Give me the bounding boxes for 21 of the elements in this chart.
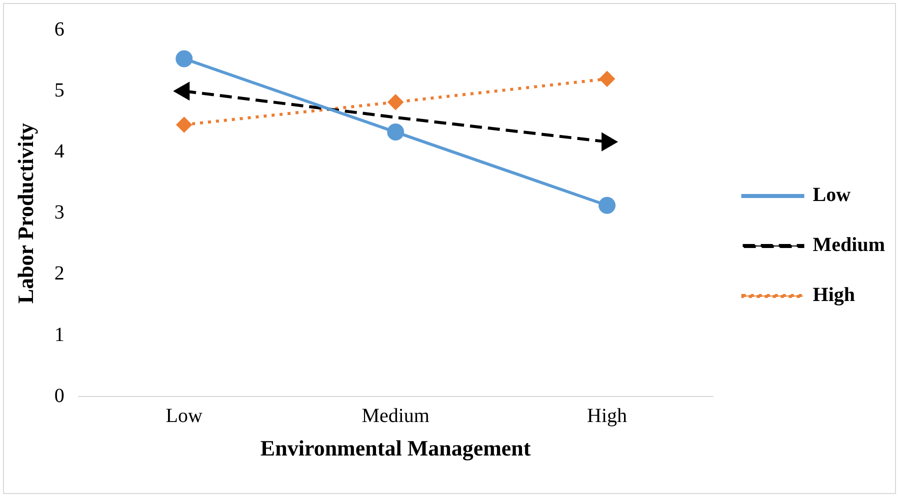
- legend-label: Low: [812, 184, 852, 206]
- y-tick-label: 1: [54, 324, 64, 346]
- y-tick-label: 6: [54, 18, 64, 40]
- point: [176, 117, 192, 132]
- x-axis-title: Environmental Management: [260, 435, 532, 460]
- y-tick-label: 4: [54, 140, 64, 162]
- y-tick-label: 5: [54, 79, 64, 102]
- point: [388, 94, 404, 110]
- x-tick-label: Medium: [362, 404, 430, 427]
- y-axis-title: Labor Productivity: [12, 122, 38, 304]
- point: [176, 50, 193, 68]
- point: [600, 71, 615, 86]
- legend-label: Medium: [812, 234, 886, 256]
- y-tick-label: 2: [54, 262, 64, 285]
- x-tick-label: High: [587, 404, 628, 427]
- legend-label: High: [812, 284, 856, 306]
- y-tick-label: 0: [54, 384, 64, 407]
- x-tick-label: Low: [166, 404, 204, 427]
- point: [387, 124, 404, 141]
- y-tick-label: 3: [54, 202, 64, 224]
- point: [598, 196, 616, 214]
